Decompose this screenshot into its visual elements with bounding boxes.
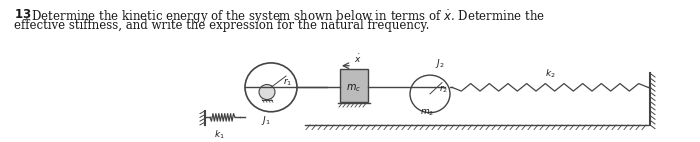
Bar: [340, 69, 368, 102]
Text: $m_2$: $m_2$: [420, 108, 434, 118]
Text: $\dot{x}$: $\dot{x}$: [354, 53, 362, 65]
Text: $r_1$: $r_1$: [283, 77, 292, 88]
Text: $k_1$: $k_1$: [214, 129, 225, 141]
Text: $J_1$: $J_1$: [261, 114, 271, 127]
Text: $k_2$: $k_2$: [545, 67, 555, 80]
Text: $r_2$: $r_2$: [439, 83, 448, 95]
Text: . Determine the kinetic energy of the system shown below in terms of $\dot{x}$. : . Determine the kinetic energy of the sy…: [24, 9, 545, 26]
Circle shape: [259, 84, 275, 100]
Text: $J_2$: $J_2$: [435, 57, 444, 70]
Text: effective stiffness, and write the expression for the natural frequency.: effective stiffness, and write the expre…: [14, 19, 429, 32]
Text: $m_c$: $m_c$: [346, 82, 362, 94]
Text: $\mathbf{13}$: $\mathbf{13}$: [14, 9, 32, 21]
